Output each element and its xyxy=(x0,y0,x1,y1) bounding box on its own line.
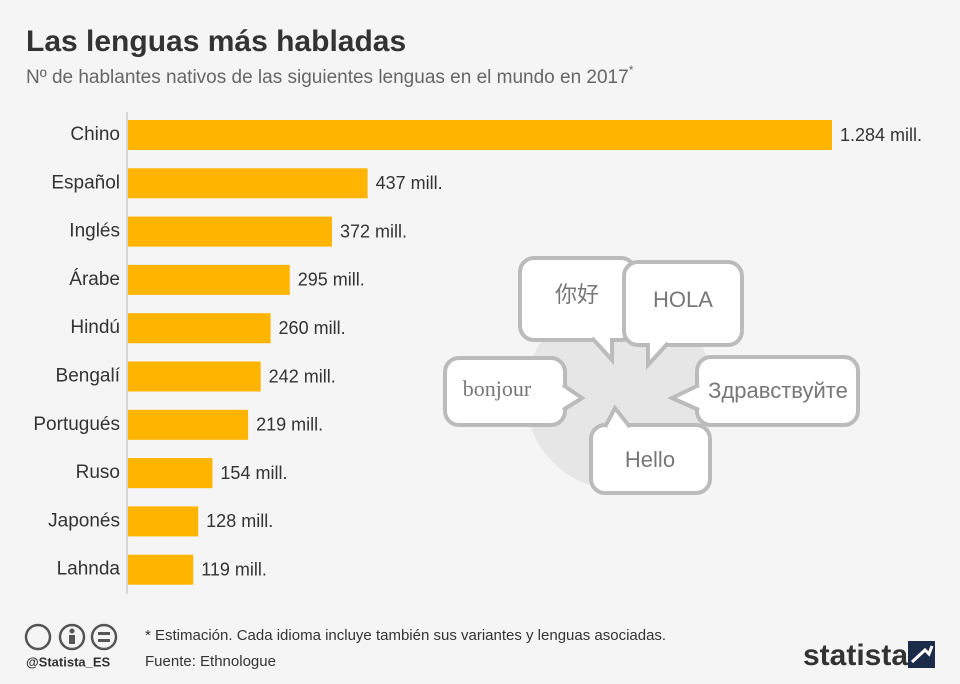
category-label: Bengalí xyxy=(56,366,121,387)
bubble-text: bonjour xyxy=(463,376,532,401)
bar xyxy=(128,506,199,537)
source: Fuente: Ethnologue xyxy=(145,653,276,670)
bubble-tail xyxy=(561,383,586,412)
icon-detail xyxy=(69,635,75,644)
cc-icon xyxy=(24,623,52,651)
bars: Chino 1.284 mill. Español 437 mill. Inglés 37… xyxy=(33,120,922,585)
value-label: 1.284 mill. xyxy=(840,125,922,145)
brand-icon-detail xyxy=(910,645,934,664)
bubble xyxy=(622,260,744,347)
category-label: Chino xyxy=(70,124,120,145)
value-label: 154 mill. xyxy=(220,463,287,483)
bubble xyxy=(589,423,712,495)
icon-detail xyxy=(98,632,110,635)
bubble-tail xyxy=(590,336,614,366)
value-label: 295 mill. xyxy=(298,270,365,290)
bubble-text: Hello xyxy=(625,447,675,472)
category-label: Inglés xyxy=(69,221,120,242)
value-label: 437 mill. xyxy=(376,173,443,193)
subtitle-text: Nº de hablantes nativos de las siguiente… xyxy=(26,67,629,88)
category-label: Español xyxy=(51,172,120,193)
bar xyxy=(128,216,332,247)
value-label: 260 mill. xyxy=(279,318,346,338)
chart-title: Las lenguas más habladas xyxy=(26,25,406,58)
bar xyxy=(128,313,271,344)
bar xyxy=(128,458,213,489)
bar xyxy=(128,409,249,440)
bar xyxy=(128,264,290,295)
brand-logo: statista xyxy=(803,639,908,672)
nd-icon xyxy=(90,623,118,651)
subtitle-mark: * xyxy=(629,63,634,77)
bar xyxy=(128,554,194,585)
footnote: * Estimación. Cada idioma incluye tambié… xyxy=(145,627,666,644)
bar xyxy=(128,120,832,150)
by-icon xyxy=(58,623,86,651)
icon-detail xyxy=(69,628,75,634)
value-label: 128 mill. xyxy=(206,511,273,531)
illustration: 你好 HOLA bonjour Здравствуйте Hello xyxy=(443,256,860,495)
value-label: 372 mill. xyxy=(340,221,407,241)
bar xyxy=(128,168,368,199)
chart-subtitle: Nº de hablantes nativos de las siguiente… xyxy=(26,63,634,88)
category-label: Árabe xyxy=(69,269,120,290)
handle: @Statista_ES xyxy=(26,654,111,669)
category-label: Lahnda xyxy=(57,559,121,580)
value-label: 119 mill. xyxy=(201,559,267,579)
bubble-tail xyxy=(646,341,670,371)
bubble-tail xyxy=(667,383,700,412)
bubble-text: Здравствуйте xyxy=(708,378,848,403)
value-label: 242 mill. xyxy=(269,366,336,386)
category-label: Hindú xyxy=(70,317,120,338)
license-icons xyxy=(24,623,118,651)
bubble-tail xyxy=(603,404,632,429)
icon-detail xyxy=(98,639,110,642)
bar xyxy=(128,361,261,392)
bubble-text: 你好 xyxy=(555,282,599,307)
category-label: Ruso xyxy=(76,462,120,483)
category-label: Japonés xyxy=(48,510,120,531)
value-label: 219 mill. xyxy=(256,415,323,435)
bubble-text: HOLA xyxy=(653,287,713,312)
category-label: Portugués xyxy=(33,414,120,435)
